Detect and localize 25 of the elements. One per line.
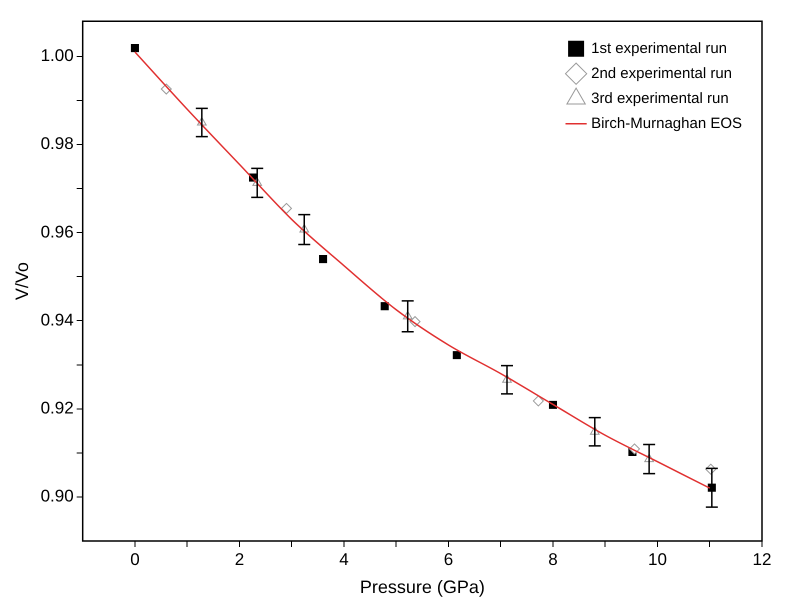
x-tick-label: 0 [130,550,140,569]
point [452,351,461,360]
x-tick-label: 12 [752,550,772,569]
y-tick-label: 0.94 [40,310,74,330]
x-tick-label: 10 [648,550,667,569]
point [532,395,544,406]
y-tick-label: 0.92 [40,398,74,418]
x-tick-label: 6 [444,550,454,569]
y-tick-label: 0.98 [40,134,74,154]
point [380,302,389,310]
legend-label: 2nd experimental run [591,64,732,82]
y-tick-label: 0.96 [40,222,74,242]
x-axis-title: Pressure (GPa) [360,577,485,598]
y-tick-label: 1.00 [40,46,74,66]
point [319,255,328,264]
point [280,202,292,214]
y-tick-label: 0.90 [40,486,74,506]
legend-label: 1st experimental run [591,40,728,57]
x-tick-label: 4 [339,550,349,569]
legend-label: 3rd experimental run [591,90,729,107]
x-tick-label: 8 [548,550,558,569]
x-tick-label: 2 [234,550,244,569]
y-axis-title: V/Vo [12,262,32,300]
point [130,44,139,52]
legend-label: Birch-Murnaghan EOS [591,114,742,132]
